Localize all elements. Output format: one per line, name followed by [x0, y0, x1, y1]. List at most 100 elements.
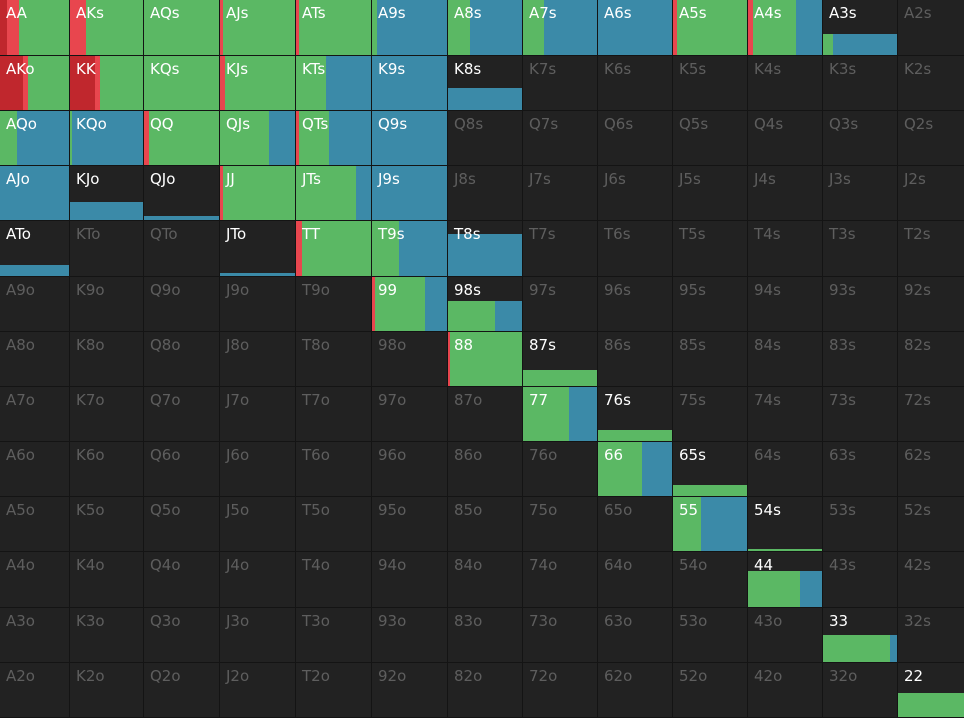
hand-cell-87o[interactable]: 87o	[448, 387, 523, 442]
hand-cell-T2s[interactable]: T2s	[898, 221, 964, 277]
hand-cell-22[interactable]: 22	[898, 663, 964, 718]
hand-cell-83s[interactable]: 83s	[823, 332, 898, 387]
hand-cell-T7o[interactable]: T7o	[296, 387, 372, 442]
hand-cell-K6o[interactable]: K6o	[70, 442, 144, 497]
hand-cell-K2s[interactable]: K2s	[898, 56, 964, 111]
hand-cell-T2o[interactable]: T2o	[296, 663, 372, 718]
hand-cell-A4o[interactable]: A4o	[0, 552, 70, 608]
hand-cell-72o[interactable]: 72o	[523, 663, 598, 718]
hand-cell-J2s[interactable]: J2s	[898, 166, 964, 221]
hand-cell-63o[interactable]: 63o	[598, 608, 673, 663]
hand-cell-A2s[interactable]: A2s	[898, 0, 964, 56]
hand-cell-K5s[interactable]: K5s	[673, 56, 748, 111]
hand-cell-Q8s[interactable]: Q8s	[448, 111, 523, 166]
hand-cell-94s[interactable]: 94s	[748, 277, 823, 332]
hand-cell-55[interactable]: 55	[673, 497, 748, 552]
hand-cell-64s[interactable]: 64s	[748, 442, 823, 497]
hand-cell-84s[interactable]: 84s	[748, 332, 823, 387]
hand-cell-64o[interactable]: 64o	[598, 552, 673, 608]
hand-cell-K7s[interactable]: K7s	[523, 56, 598, 111]
hand-cell-74s[interactable]: 74s	[748, 387, 823, 442]
hand-cell-62s[interactable]: 62s	[898, 442, 964, 497]
hand-cell-T7s[interactable]: T7s	[523, 221, 598, 277]
hand-cell-T9o[interactable]: T9o	[296, 277, 372, 332]
hand-cell-54s[interactable]: 54s	[748, 497, 823, 552]
hand-cell-QQ[interactable]: QQ	[144, 111, 220, 166]
hand-cell-97o[interactable]: 97o	[372, 387, 448, 442]
hand-cell-A8s[interactable]: A8s	[448, 0, 523, 56]
hand-cell-KK[interactable]: KK	[70, 56, 144, 111]
hand-cell-A3o[interactable]: A3o	[0, 608, 70, 663]
hand-cell-J5o[interactable]: J5o	[220, 497, 296, 552]
hand-cell-Q7o[interactable]: Q7o	[144, 387, 220, 442]
hand-cell-Q9o[interactable]: Q9o	[144, 277, 220, 332]
hand-cell-Q7s[interactable]: Q7s	[523, 111, 598, 166]
hand-cell-K4s[interactable]: K4s	[748, 56, 823, 111]
hand-cell-AJs[interactable]: AJs	[220, 0, 296, 56]
hand-cell-65o[interactable]: 65o	[598, 497, 673, 552]
hand-cell-KQs[interactable]: KQs	[144, 56, 220, 111]
hand-cell-73s[interactable]: 73s	[823, 387, 898, 442]
hand-cell-74o[interactable]: 74o	[523, 552, 598, 608]
hand-cell-43s[interactable]: 43s	[823, 552, 898, 608]
hand-cell-75s[interactable]: 75s	[673, 387, 748, 442]
hand-cell-Q6s[interactable]: Q6s	[598, 111, 673, 166]
hand-cell-93o[interactable]: 93o	[372, 608, 448, 663]
hand-cell-97s[interactable]: 97s	[523, 277, 598, 332]
hand-cell-66[interactable]: 66	[598, 442, 673, 497]
hand-cell-A5s[interactable]: A5s	[673, 0, 748, 56]
hand-cell-J8s[interactable]: J8s	[448, 166, 523, 221]
hand-cell-K5o[interactable]: K5o	[70, 497, 144, 552]
hand-cell-42o[interactable]: 42o	[748, 663, 823, 718]
hand-cell-87s[interactable]: 87s	[523, 332, 598, 387]
hand-cell-86o[interactable]: 86o	[448, 442, 523, 497]
hand-cell-JJ[interactable]: JJ	[220, 166, 296, 221]
hand-cell-J6s[interactable]: J6s	[598, 166, 673, 221]
hand-cell-ATs[interactable]: ATs	[296, 0, 372, 56]
hand-cell-A4s[interactable]: A4s	[748, 0, 823, 56]
hand-cell-A2o[interactable]: A2o	[0, 663, 70, 718]
hand-cell-77[interactable]: 77	[523, 387, 598, 442]
hand-cell-T4s[interactable]: T4s	[748, 221, 823, 277]
hand-cell-43o[interactable]: 43o	[748, 608, 823, 663]
hand-cell-98o[interactable]: 98o	[372, 332, 448, 387]
hand-cell-K6s[interactable]: K6s	[598, 56, 673, 111]
hand-cell-K3o[interactable]: K3o	[70, 608, 144, 663]
hand-cell-J5s[interactable]: J5s	[673, 166, 748, 221]
hand-cell-AKo[interactable]: AKo	[0, 56, 70, 111]
hand-cell-KQo[interactable]: KQo	[70, 111, 144, 166]
hand-cell-95o[interactable]: 95o	[372, 497, 448, 552]
hand-cell-K2o[interactable]: K2o	[70, 663, 144, 718]
hand-cell-72s[interactable]: 72s	[898, 387, 964, 442]
hand-cell-T8o[interactable]: T8o	[296, 332, 372, 387]
hand-cell-J3s[interactable]: J3s	[823, 166, 898, 221]
hand-cell-82o[interactable]: 82o	[448, 663, 523, 718]
hand-cell-A9s[interactable]: A9s	[372, 0, 448, 56]
hand-cell-A9o[interactable]: A9o	[0, 277, 70, 332]
hand-cell-Q5s[interactable]: Q5s	[673, 111, 748, 166]
hand-cell-J9o[interactable]: J9o	[220, 277, 296, 332]
hand-cell-96s[interactable]: 96s	[598, 277, 673, 332]
hand-cell-QTs[interactable]: QTs	[296, 111, 372, 166]
hand-cell-98s[interactable]: 98s	[448, 277, 523, 332]
hand-cell-K4o[interactable]: K4o	[70, 552, 144, 608]
hand-cell-AA[interactable]: AA	[0, 0, 70, 56]
hand-cell-42s[interactable]: 42s	[898, 552, 964, 608]
hand-cell-T6o[interactable]: T6o	[296, 442, 372, 497]
hand-cell-ATo[interactable]: ATo	[0, 221, 70, 277]
hand-cell-K3s[interactable]: K3s	[823, 56, 898, 111]
hand-cell-63s[interactable]: 63s	[823, 442, 898, 497]
hand-cell-73o[interactable]: 73o	[523, 608, 598, 663]
hand-cell-T5o[interactable]: T5o	[296, 497, 372, 552]
hand-cell-KTo[interactable]: KTo	[70, 221, 144, 277]
hand-cell-T3o[interactable]: T3o	[296, 608, 372, 663]
hand-cell-TT[interactable]: TT	[296, 221, 372, 277]
hand-cell-85o[interactable]: 85o	[448, 497, 523, 552]
hand-cell-QJo[interactable]: QJo	[144, 166, 220, 221]
hand-cell-T5s[interactable]: T5s	[673, 221, 748, 277]
hand-cell-84o[interactable]: 84o	[448, 552, 523, 608]
hand-cell-T8s[interactable]: T8s	[448, 221, 523, 277]
hand-cell-AQs[interactable]: AQs	[144, 0, 220, 56]
hand-cell-T6s[interactable]: T6s	[598, 221, 673, 277]
hand-cell-A7s[interactable]: A7s	[523, 0, 598, 56]
